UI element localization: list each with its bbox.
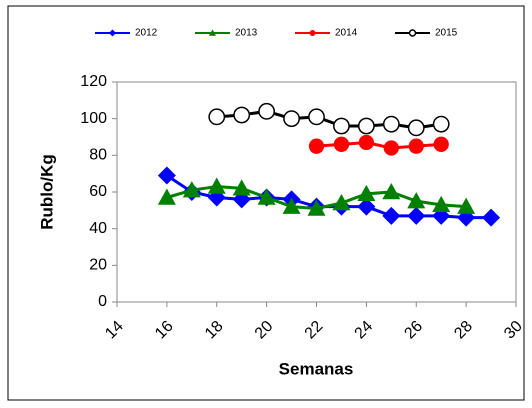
data-point	[382, 183, 401, 200]
data-point	[433, 136, 449, 152]
data-point	[157, 166, 176, 185]
data-point	[408, 138, 424, 154]
legend-label: 2014	[335, 28, 358, 39]
data-point	[382, 206, 401, 225]
data-point	[457, 197, 476, 214]
data-point	[233, 106, 251, 124]
legend-marker	[109, 29, 116, 37]
data-point	[257, 188, 276, 205]
y-tick-label: 20	[89, 257, 107, 274]
data-point	[407, 119, 425, 137]
y-tick-label: 80	[89, 147, 107, 164]
data-point	[432, 195, 451, 213]
data-point	[333, 136, 350, 152]
data-point	[357, 184, 376, 202]
y-tick-label: 100	[80, 110, 107, 127]
data-point	[157, 188, 176, 205]
data-point	[282, 197, 301, 214]
series-line	[216, 109, 442, 130]
y-tick-label: 60	[89, 183, 107, 200]
data-point	[182, 181, 201, 198]
data-point	[407, 206, 426, 225]
data-point	[308, 108, 325, 126]
data-point	[358, 134, 375, 151]
data-point	[207, 177, 226, 194]
data-point	[258, 102, 276, 120]
data-point	[208, 108, 226, 126]
legend-marker	[209, 29, 216, 36]
x-axis-label: Semanas	[279, 359, 354, 378]
data-point	[482, 208, 501, 227]
legend-marker	[309, 30, 316, 36]
data-point	[407, 192, 426, 209]
data-point	[432, 115, 450, 133]
legend-marker	[408, 29, 417, 37]
data-point	[383, 140, 399, 156]
data-point	[333, 117, 350, 135]
data-point	[308, 138, 325, 154]
data-point	[232, 179, 251, 196]
data-point	[357, 117, 375, 135]
legend-label: 2013	[235, 28, 258, 39]
data-point	[283, 110, 300, 128]
y-tick-label: 40	[89, 220, 107, 237]
y-tick-label: 0	[98, 293, 107, 310]
y-tick-label: 120	[80, 73, 107, 90]
legend-label: 2012	[135, 28, 158, 39]
data-point	[332, 194, 351, 211]
data-point	[357, 197, 376, 216]
legend-label: 2015	[435, 28, 458, 39]
data-point	[382, 115, 400, 133]
y-axis-label: Rublo/Kg	[37, 154, 56, 230]
data-point	[307, 199, 326, 216]
